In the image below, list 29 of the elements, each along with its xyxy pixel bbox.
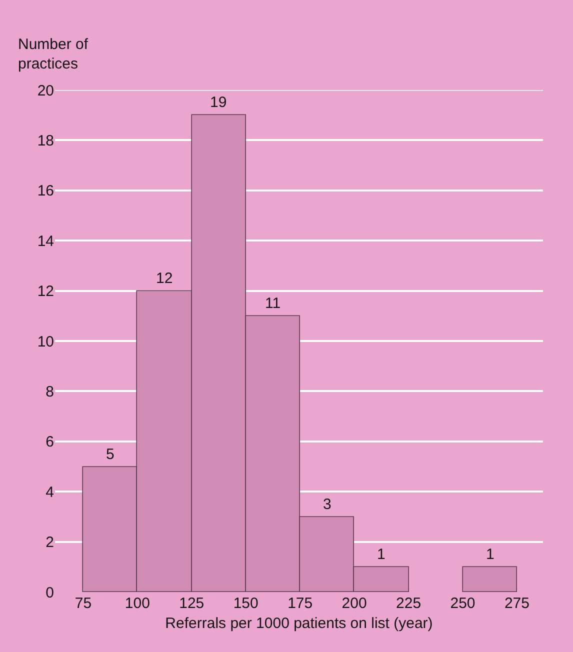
y-tick-label: 18 [37, 132, 54, 150]
x-tick-label: 100 [124, 595, 150, 612]
data-label: 11 [265, 295, 281, 312]
y-tick-label: 2 [46, 534, 54, 552]
x-tick-label: 75 [74, 595, 92, 612]
y-axis-title: Number of practices [18, 36, 89, 72]
data-label: 1 [377, 546, 386, 563]
x-tick-label: 150 [233, 595, 258, 612]
y-tick-label: 8 [46, 383, 54, 400]
y-tick-label: 14 [37, 232, 54, 250]
y-tick-label: 20 [37, 82, 54, 100]
x-tick-label: 275 [504, 595, 530, 612]
x-tick-label: 175 [288, 595, 313, 612]
x-tick-label: 200 [342, 595, 367, 612]
y-tick-label: 6 [46, 434, 54, 451]
y-tick-label: 10 [37, 333, 54, 350]
y-tick-label: 0 [46, 584, 54, 602]
data-label: 3 [323, 496, 332, 513]
x-axis-title: Referrals per 1000 patients on list (year) [165, 615, 433, 632]
x-tick-label: 250 [450, 595, 476, 612]
data-label: 5 [106, 446, 114, 463]
data-label: 1 [486, 546, 494, 563]
y-tick-label: 4 [46, 484, 54, 501]
y-tick-label: 16 [37, 182, 54, 200]
data-label: 12 [156, 270, 173, 287]
y-tick-label: 12 [37, 283, 54, 300]
data-label: 19 [210, 94, 227, 111]
x-tick-label: 125 [179, 595, 204, 612]
x-tick-label: 225 [396, 595, 422, 612]
